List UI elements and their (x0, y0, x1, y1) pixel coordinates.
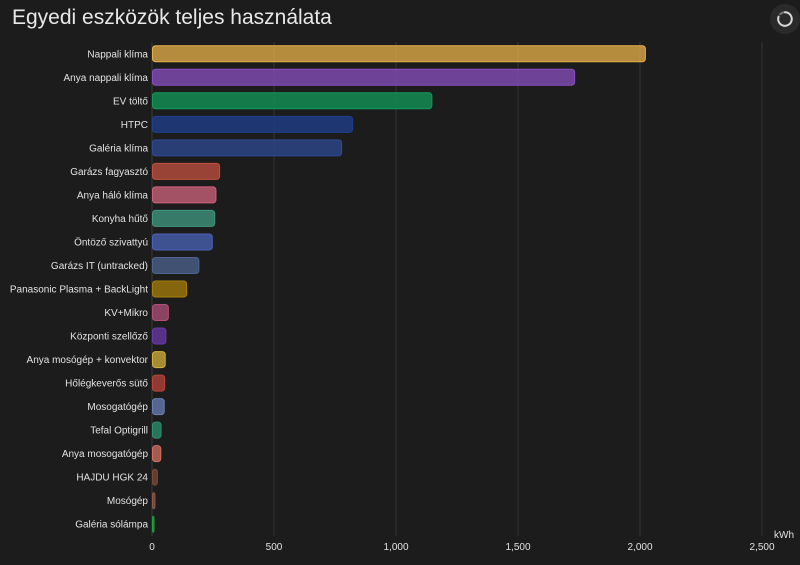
bar-17 (152, 445, 162, 463)
x-tick-label-3: 1,500 (505, 542, 530, 553)
x-axis-unit-label: kWh (774, 530, 794, 541)
category-label-10: Panasonic Plasma + BackLight (10, 285, 148, 296)
category-label-4: Galéria klíma (89, 143, 148, 154)
category-label-19: Mosógép (107, 496, 149, 507)
category-label-13: Anya mosógép + konvektor (27, 355, 149, 366)
category-label-2: EV töltő (113, 96, 148, 107)
bar-6 (152, 186, 217, 204)
bar-13 (152, 351, 166, 369)
bar-12 (152, 327, 167, 345)
x-tick-label-1: 500 (266, 542, 283, 553)
category-label-11: KV+Mikro (104, 308, 148, 319)
x-tick-label-0: 0 (149, 542, 155, 553)
category-label-14: Hőlégkeverős sütő (65, 379, 148, 390)
bar-2 (152, 92, 433, 110)
bar-14 (152, 374, 166, 392)
category-label-16: Tefal Optigrill (90, 426, 148, 437)
bar-8 (152, 233, 213, 251)
category-label-0: Nappali klíma (87, 49, 148, 60)
bar-0 (152, 45, 646, 63)
refresh-button[interactable] (770, 4, 800, 34)
bar-1 (152, 68, 576, 86)
category-label-5: Garázs fagyasztó (70, 167, 148, 178)
bar-16 (152, 421, 162, 439)
bar-4 (152, 139, 343, 157)
bar-9 (152, 256, 200, 274)
x-tick-label-2: 1,000 (383, 542, 408, 553)
category-label-9: Garázs IT (untracked) (51, 261, 148, 272)
bar-20 (152, 515, 155, 533)
bar-18 (152, 468, 158, 486)
category-label-20: Galéria sólámpa (75, 520, 148, 531)
category-label-6: Anya háló klíma (77, 190, 149, 201)
category-label-3: HTPC (121, 120, 148, 131)
x-tick-label-4: 2,000 (627, 542, 652, 553)
category-label-18: HAJDU HGK 24 (76, 473, 148, 484)
category-label-17: Anya mosogatógép (62, 449, 149, 460)
bar-7 (152, 209, 216, 227)
bar-10 (152, 280, 188, 298)
category-label-8: Öntöző szivattyú (74, 236, 148, 248)
x-tick-label-5: 2,500 (749, 542, 774, 553)
category-label-1: Anya nappali klíma (64, 73, 149, 84)
bar-5 (152, 162, 221, 180)
category-label-15: Mosogatógép (87, 402, 148, 413)
category-label-12: Központi szellőző (70, 332, 148, 343)
bar-19 (152, 492, 156, 510)
bar-11 (152, 304, 169, 322)
bar-15 (152, 398, 165, 416)
bar-3 (152, 115, 354, 133)
category-label-7: Konyha hűtő (92, 214, 149, 225)
refresh-icon (777, 11, 793, 27)
card-title: Egyedi eszközök teljes használata (12, 6, 332, 29)
